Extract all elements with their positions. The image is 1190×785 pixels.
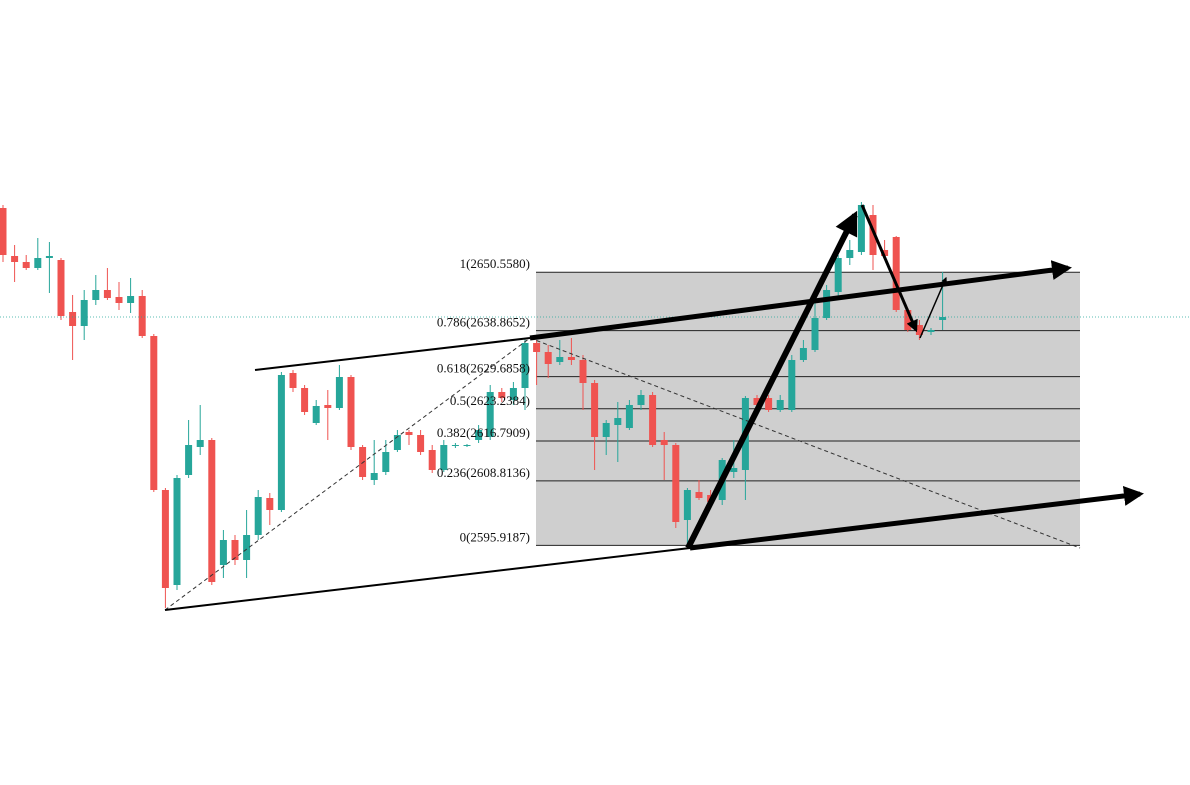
fib-level-label: 0.5(2623.2384)	[450, 393, 530, 408]
candle-body	[382, 452, 390, 472]
candle-body	[173, 478, 181, 585]
trend-line	[254, 337, 531, 371]
candle-body	[335, 377, 343, 408]
candle-body	[196, 440, 204, 447]
candle-body	[393, 435, 401, 450]
candle-body	[34, 258, 42, 268]
candle-body	[80, 300, 88, 326]
candle-body	[834, 258, 842, 292]
candle-body	[289, 373, 297, 388]
trend-line	[164, 547, 691, 611]
candle-body	[277, 375, 285, 510]
candle-body	[22, 262, 30, 268]
candle-body	[103, 290, 111, 298]
candle-body	[788, 360, 796, 410]
candle-body	[591, 383, 599, 437]
candle-body	[45, 256, 53, 258]
candle-body	[254, 497, 262, 535]
candle-body	[637, 395, 645, 405]
candle-body	[602, 423, 610, 437]
fib-level-label: 0.236(2608.8136)	[437, 465, 530, 480]
fib-level-label: 0.382(2616.7909)	[437, 425, 530, 440]
move-arrow	[919, 276, 947, 339]
candle-body	[521, 343, 529, 388]
candle-body	[857, 205, 865, 252]
candle-body	[892, 237, 900, 310]
candle-body	[0, 208, 7, 255]
candle-body	[799, 348, 807, 360]
candle-body	[753, 398, 761, 405]
candle-body	[405, 432, 413, 435]
candle-body	[509, 388, 517, 400]
move-arrow	[685, 210, 858, 550]
candle-body	[730, 468, 738, 472]
candle-body	[185, 445, 193, 475]
candle-body	[649, 395, 657, 445]
candles	[0, 202, 1190, 608]
candle-body	[544, 352, 552, 364]
candle-body	[417, 435, 425, 452]
candle-body	[915, 325, 923, 335]
candle-body	[765, 398, 773, 410]
move-arrow	[860, 204, 918, 333]
candle-body	[579, 360, 587, 383]
candle-body	[625, 405, 633, 428]
candle-body	[695, 492, 703, 498]
candle-body	[347, 377, 355, 447]
candle-body	[11, 256, 19, 262]
fib-level-label: 1(2650.5580)	[460, 256, 530, 271]
candle-body	[846, 250, 854, 258]
candle-body	[312, 406, 320, 423]
candle-body	[463, 445, 471, 446]
candle-body	[370, 473, 378, 480]
dashed-line	[164, 337, 531, 611]
candle-body	[451, 445, 459, 446]
candle-body	[927, 330, 935, 332]
candle-body	[823, 290, 831, 318]
candle-body	[869, 215, 877, 255]
candle-body	[475, 430, 483, 440]
candle-body	[672, 445, 680, 522]
trend-arrow	[689, 485, 1144, 551]
candle-body	[428, 450, 436, 470]
candle-body	[231, 540, 239, 560]
candle-body	[150, 336, 158, 490]
candle-body	[533, 343, 541, 352]
candle-body	[301, 388, 309, 412]
candle-body	[266, 498, 274, 510]
fib-level-label: 0(2595.9187)	[460, 529, 530, 544]
candle-body	[486, 392, 494, 437]
candle-body	[498, 392, 506, 398]
candle-body	[57, 260, 65, 316]
drawings	[164, 204, 1144, 611]
candle-body	[219, 540, 227, 565]
candle-body	[243, 535, 251, 560]
fib-level-label: 0.786(2638.8652)	[437, 315, 530, 330]
candle-body	[115, 297, 123, 303]
candle-body	[660, 440, 668, 445]
candle-body	[208, 440, 216, 582]
candle-body	[161, 490, 169, 588]
candle-body	[127, 296, 135, 303]
candle-body	[324, 405, 332, 408]
fib-level-label: 0.618(2629.6858)	[437, 361, 530, 376]
trend-arrow	[529, 260, 1072, 341]
candle-body	[69, 312, 77, 326]
candle-body	[614, 418, 622, 425]
candle-body	[138, 296, 146, 336]
candle-body	[359, 447, 367, 477]
candle-body	[92, 290, 100, 300]
candle-body	[881, 250, 889, 256]
candle-body	[567, 357, 575, 360]
candle-body	[556, 357, 564, 362]
candle-body	[811, 318, 819, 350]
candle-body	[683, 490, 691, 520]
candle-body	[440, 445, 448, 470]
candle-body	[776, 400, 784, 410]
candle-body	[939, 317, 947, 320]
